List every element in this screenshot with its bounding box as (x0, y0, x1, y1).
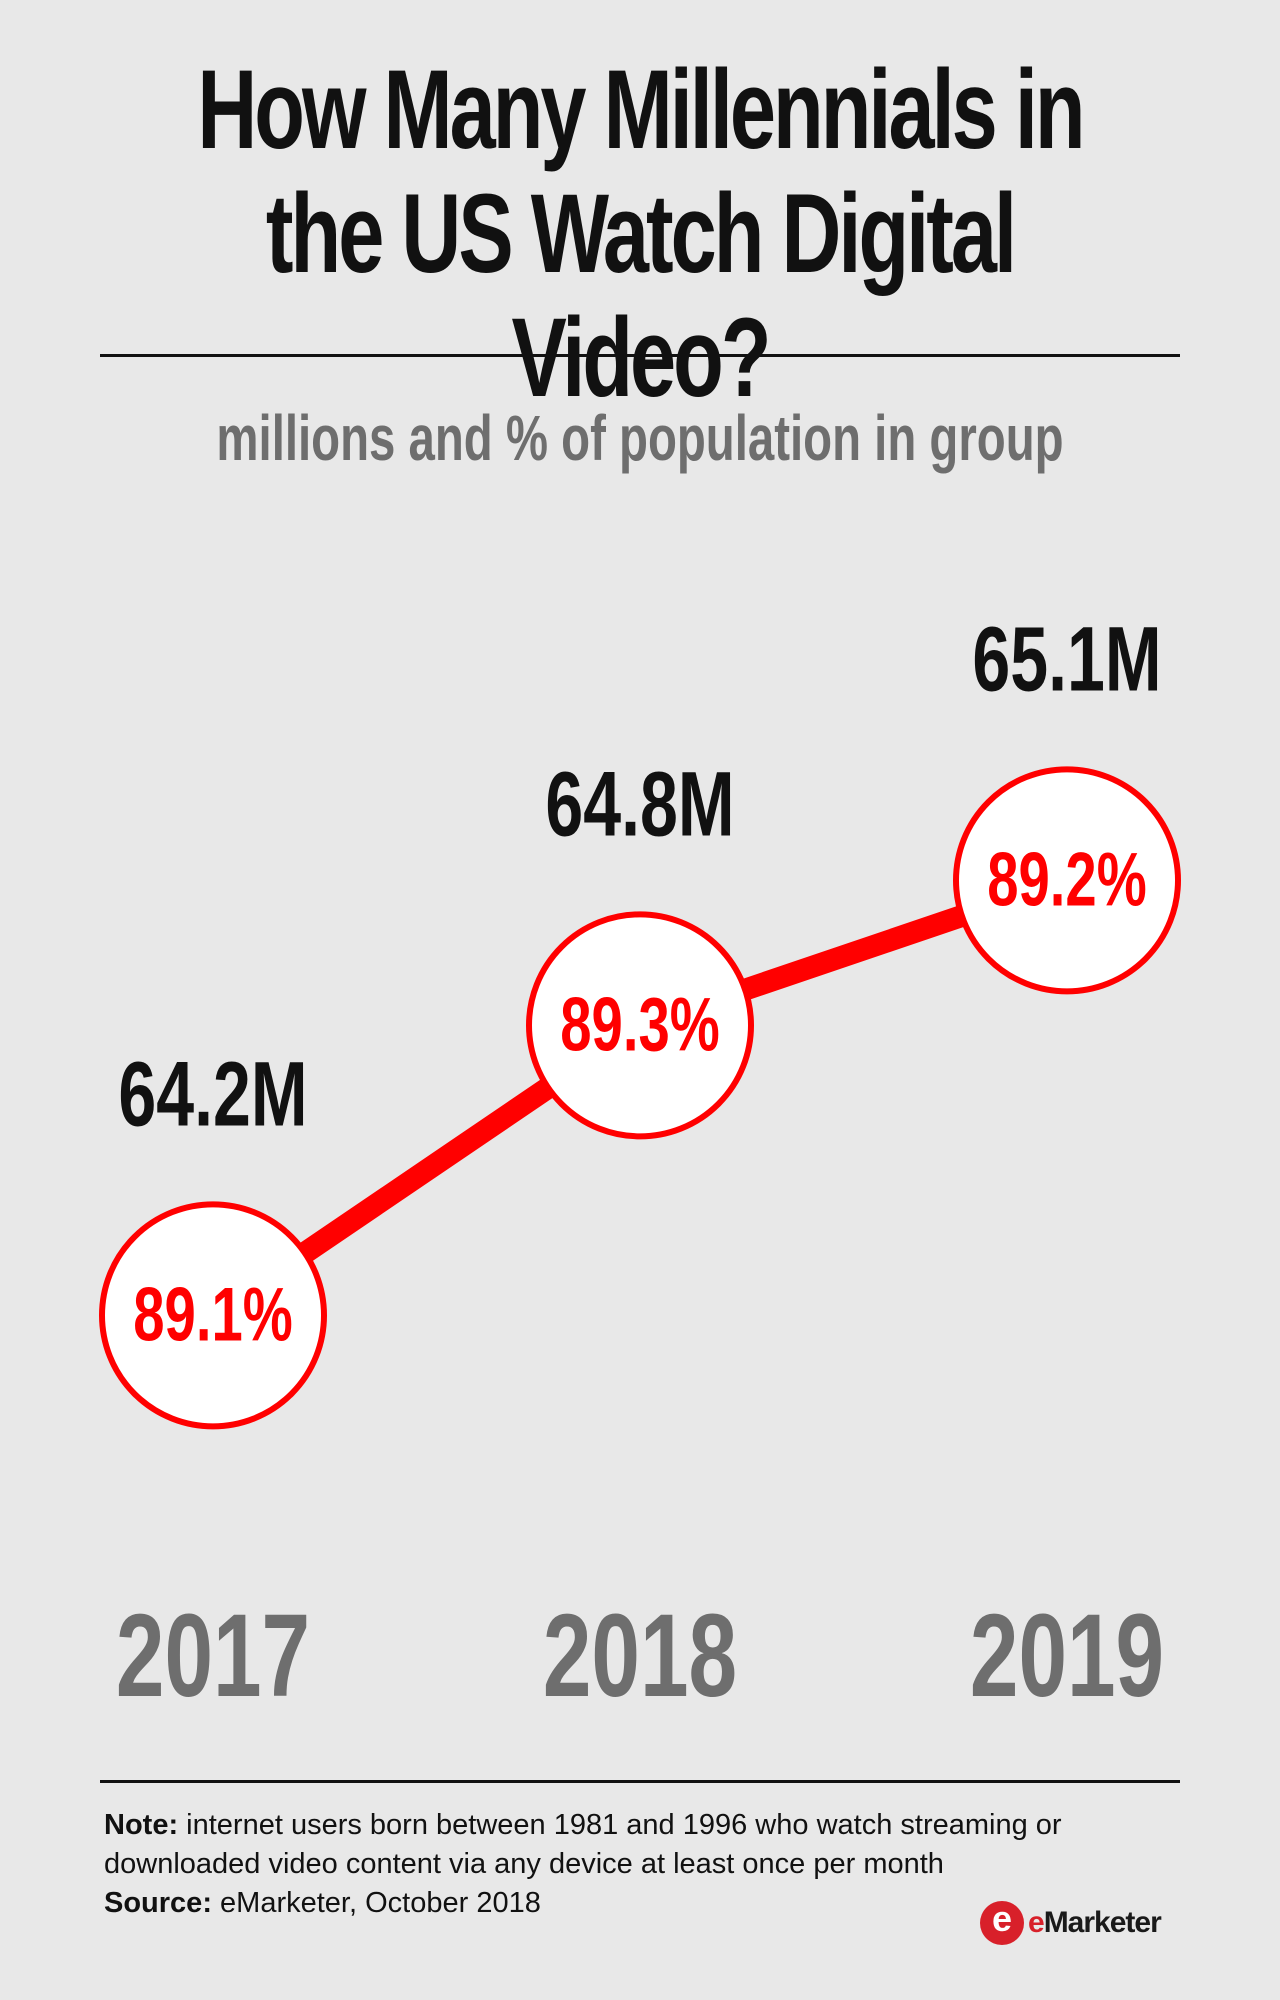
data-point-2018 (526, 911, 754, 1140)
percent-label-2018: 89.3% (560, 982, 719, 1067)
percent-label-2019: 89.2% (987, 837, 1146, 922)
page-title: How Many Millennials in the US Watch Dig… (166, 48, 1113, 420)
percent-label-2017: 89.1% (133, 1272, 292, 1357)
chart-note: Note: internet users born between 1981 a… (104, 1806, 1184, 1923)
emarketer-wordmark: eMarketer (1028, 1906, 1162, 1939)
source-label: Source: (104, 1887, 212, 1919)
emarketer-logo: eMarketer (980, 1898, 1162, 1946)
footer-divider (100, 1780, 1180, 1783)
x-tick-label-2019: 2019 (970, 1589, 1164, 1721)
x-tick-label-2018: 2018 (543, 1589, 737, 1721)
note-text: internet users born between 1981 and 199… (104, 1809, 1062, 1880)
value-label-2019: 65.1M (972, 608, 1161, 710)
value-label-2017: 64.2M (118, 1043, 307, 1145)
source-text: eMarketer, October 2018 (220, 1887, 541, 1919)
data-point-2019 (953, 766, 1181, 995)
x-tick-label-2017: 2017 (116, 1589, 310, 1721)
data-point-2017 (99, 1201, 327, 1430)
title-divider (100, 354, 1180, 357)
chart-subtitle: millions and % of population in group (216, 402, 1064, 474)
title-line-1: How Many Millennials in (197, 47, 1085, 172)
title-line-2: the US Watch Digital Video? (265, 171, 1017, 420)
emarketer-logo-icon (980, 1898, 1024, 1945)
value-label-2018: 64.8M (545, 753, 734, 855)
note-label: Note: (104, 1809, 179, 1841)
